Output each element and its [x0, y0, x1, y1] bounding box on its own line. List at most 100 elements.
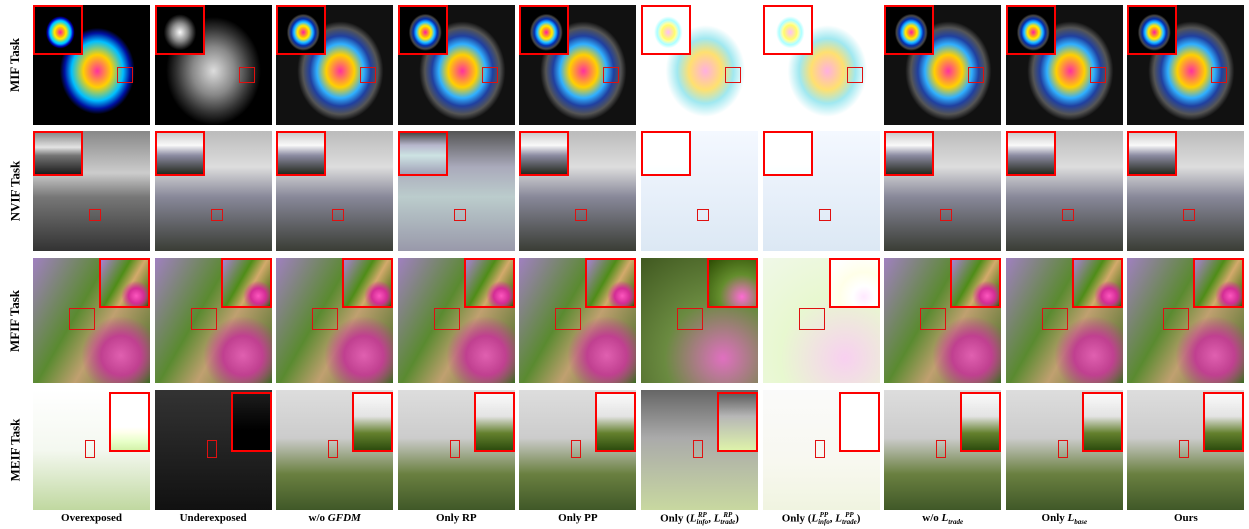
- image: [155, 131, 272, 251]
- zoom-region: [454, 209, 466, 221]
- label-text: Only RP: [436, 512, 477, 524]
- label-text: Ours: [1174, 512, 1198, 524]
- subscript: base: [1074, 518, 1087, 526]
- column-label: Underexposed: [153, 512, 274, 524]
- zoom-region: [482, 67, 498, 83]
- image: [276, 390, 393, 510]
- zoom-box: [595, 392, 636, 452]
- column-label: w/o GFDM: [274, 512, 395, 524]
- zoom-region: [819, 209, 831, 221]
- row-label-text: NVIF Task: [7, 161, 23, 222]
- zoom-box: [352, 392, 393, 452]
- image: [1127, 390, 1244, 510]
- label-text: Only (: [660, 513, 690, 525]
- zoom-box: [474, 392, 515, 452]
- subscript: info: [697, 519, 709, 526]
- image: [33, 390, 150, 510]
- zoom-region: [360, 67, 376, 83]
- image: [763, 258, 880, 383]
- zoom-region: [1042, 308, 1068, 330]
- image: [519, 131, 636, 251]
- zoom-region: [575, 209, 587, 221]
- zoom-box: [398, 5, 448, 55]
- zoom-region: [191, 308, 217, 330]
- image: [519, 390, 636, 510]
- image: [33, 131, 150, 251]
- zoom-region: [847, 67, 863, 83]
- label-text: Underexposed: [180, 512, 247, 524]
- zoom-box: [763, 5, 813, 55]
- image: [763, 390, 880, 510]
- image: [276, 131, 393, 251]
- image: [641, 258, 758, 383]
- image: [1127, 131, 1244, 251]
- zoom-region: [117, 67, 133, 83]
- zoom-region: [693, 440, 703, 458]
- zoom-box: [342, 258, 393, 308]
- image: [641, 5, 758, 125]
- zoom-box: [1127, 131, 1177, 176]
- row-label: NVIF Task: [0, 131, 30, 251]
- label-text: GFDM: [328, 512, 361, 524]
- column-label: Only RP: [396, 512, 517, 524]
- image: [398, 390, 515, 510]
- zoom-box: [950, 258, 1001, 308]
- zoom-region: [1090, 67, 1106, 83]
- label-text: Overexposed: [61, 512, 122, 524]
- row-label: MFIF Task: [0, 258, 30, 383]
- zoom-box: [276, 5, 326, 55]
- zoom-box: [884, 5, 934, 55]
- zoom-region: [450, 440, 460, 458]
- image: [33, 258, 150, 383]
- row-label-text: MIF Task: [7, 38, 23, 92]
- zoom-region: [1211, 67, 1227, 83]
- zoom-region: [312, 308, 338, 330]
- zoom-region: [89, 209, 101, 221]
- zoom-box: [585, 258, 636, 308]
- zoom-box: [641, 131, 691, 176]
- zoom-box: [221, 258, 272, 308]
- zoom-box: [763, 131, 813, 176]
- label-text: ): [735, 513, 739, 525]
- zoom-box: [519, 5, 569, 55]
- zoom-region: [815, 440, 825, 458]
- image: [1127, 5, 1244, 125]
- zoom-box: [884, 131, 934, 176]
- image: [398, 131, 515, 251]
- column-label: Only Lbase: [1004, 512, 1125, 526]
- label-text: Only: [1042, 512, 1068, 524]
- label-text: Only PP: [558, 512, 597, 524]
- zoom-box: [707, 258, 758, 308]
- label-text: Only (: [782, 513, 812, 525]
- image: [276, 5, 393, 125]
- zoom-region: [1058, 440, 1068, 458]
- subscript: trade: [842, 519, 857, 526]
- zoom-box: [641, 5, 691, 55]
- zoom-box: [155, 131, 205, 176]
- column-label: Only PP: [517, 512, 638, 524]
- label-text: L: [811, 513, 818, 525]
- zoom-box: [1082, 392, 1123, 452]
- zoom-region: [677, 308, 703, 330]
- zoom-region: [920, 308, 946, 330]
- zoom-box: [1006, 5, 1056, 55]
- zoom-box: [33, 131, 83, 176]
- sub-sup: PPtrade: [842, 512, 857, 526]
- zoom-box: [109, 392, 150, 452]
- zoom-region: [603, 67, 619, 83]
- image: [519, 258, 636, 383]
- zoom-region: [211, 209, 223, 221]
- image: [398, 5, 515, 125]
- zoom-region: [697, 209, 709, 221]
- zoom-box: [276, 131, 326, 176]
- zoom-box: [398, 131, 448, 176]
- zoom-region: [968, 67, 984, 83]
- image: [155, 258, 272, 383]
- zoom-box: [519, 131, 569, 176]
- zoom-box: [717, 392, 758, 452]
- image: [398, 258, 515, 383]
- subscript: trade: [720, 519, 735, 526]
- zoom-box: [960, 392, 1001, 452]
